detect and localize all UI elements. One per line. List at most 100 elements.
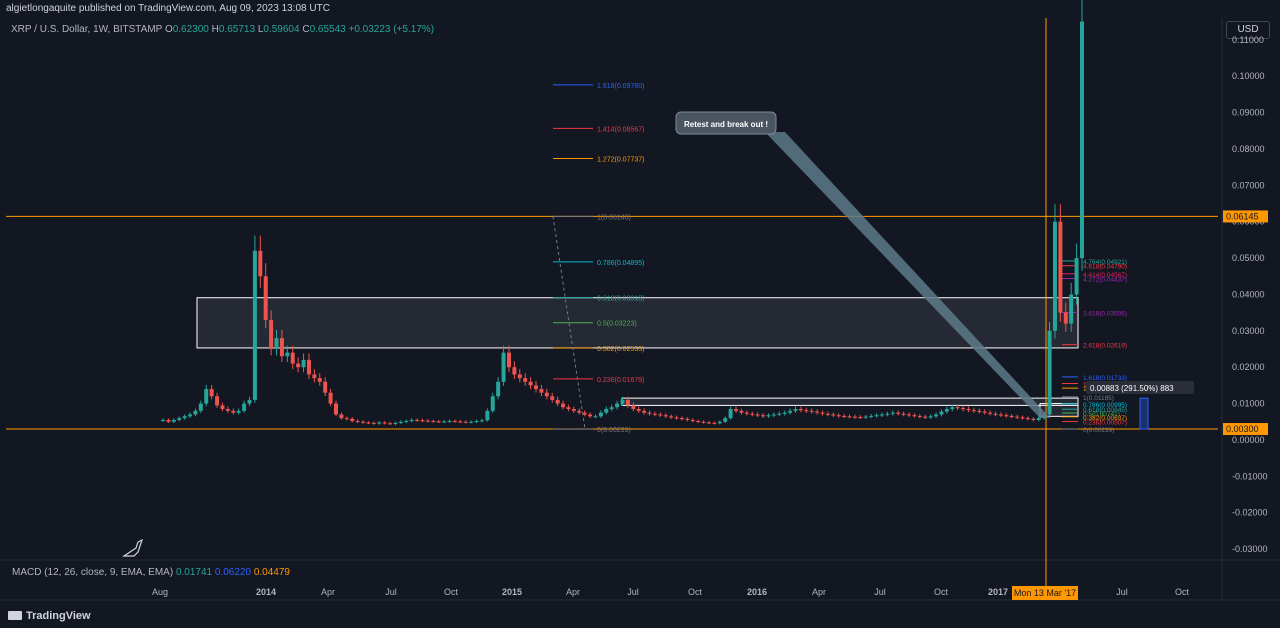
candle-body[interactable] [955,407,960,409]
candle-body[interactable] [571,409,576,411]
macd-legend[interactable]: MACD (12, 26, close, 9, EMA, EMA) 0.0174… [12,567,290,578]
candle-body[interactable] [988,412,993,414]
candle-body[interactable] [809,410,814,412]
candle-body[interactable] [431,421,436,423]
candle-body[interactable] [690,419,695,422]
candle-body[interactable] [669,416,674,418]
candle-body[interactable] [701,421,706,423]
candle-body[interactable] [1020,417,1025,419]
candle-body[interactable] [885,413,890,415]
candle-body[interactable] [804,410,809,412]
candle-body[interactable] [382,422,387,424]
candle-body[interactable] [1031,418,1036,420]
candle-body[interactable] [420,420,425,422]
candle-body[interactable] [944,409,949,412]
candle-body[interactable] [588,414,593,417]
candle-body[interactable] [917,415,922,417]
candle-body[interactable] [939,411,944,415]
candle-body[interactable] [620,399,625,404]
candle-body[interactable] [598,412,603,417]
candle-body[interactable] [247,399,252,404]
candle-body[interactable] [604,409,609,413]
candle-body[interactable] [344,418,349,420]
candle-body[interactable] [744,412,749,414]
candle-body[interactable] [252,250,257,400]
candle-body[interactable] [393,422,398,424]
candle-body[interactable] [842,415,847,417]
candle-body[interactable] [923,416,928,418]
candle-body[interactable] [388,423,393,425]
candle-body[interactable] [993,413,998,415]
candle-body[interactable] [409,419,414,422]
candle-body[interactable] [663,415,668,417]
candle-body[interactable] [998,414,1003,416]
candle-body[interactable] [950,407,955,410]
candle-body[interactable] [544,392,549,397]
candle-body[interactable] [961,407,966,410]
candle-body[interactable] [209,389,214,397]
candle-body[interactable] [501,352,506,382]
candle-body[interactable] [236,410,241,413]
candle-body[interactable] [928,416,933,418]
candle-body[interactable] [907,414,912,416]
currency-button[interactable]: USD [1226,21,1270,39]
candle-body[interactable] [1058,221,1063,313]
candle-body[interactable] [771,414,776,416]
candle-body[interactable] [739,410,744,413]
candle-body[interactable] [506,352,511,368]
candle-body[interactable] [285,352,290,357]
candle-body[interactable] [934,414,939,417]
candle-body[interactable] [631,405,636,410]
candle-body[interactable] [642,410,647,413]
candle-body[interactable] [793,409,798,411]
candle-body[interactable] [820,412,825,414]
candle-body[interactable] [1052,221,1057,331]
candle-body[interactable] [355,421,360,423]
candle-body[interactable] [290,352,295,364]
candle-body[interactable] [279,338,284,357]
candle-body[interactable] [717,421,722,424]
candle-body[interactable] [836,415,841,417]
candle-body[interactable] [242,403,247,411]
candle-body[interactable] [458,421,463,423]
candle-body[interactable] [198,403,203,411]
candle-body[interactable] [825,413,830,415]
candle-body[interactable] [723,418,728,422]
candle-body[interactable] [463,421,468,423]
candle-body[interactable] [1036,418,1041,420]
candle-body[interactable] [566,407,571,410]
candle-body[interactable] [177,418,182,420]
candle-body[interactable] [166,419,171,422]
candle-body[interactable] [679,418,684,420]
candle-body[interactable] [761,415,766,417]
candle-body[interactable] [301,359,306,368]
candle-body[interactable] [577,410,582,413]
candle-body[interactable] [863,416,868,418]
candle-body[interactable] [712,422,717,424]
candle-body[interactable] [982,411,987,413]
candle-body[interactable] [161,419,165,421]
candle-body[interactable] [593,416,598,418]
candle-body[interactable] [1004,415,1009,417]
candle-body[interactable] [852,416,857,418]
candle-body[interactable] [582,412,587,415]
candle-body[interactable] [485,410,490,421]
candle-body[interactable] [734,409,739,411]
candle-body[interactable] [798,409,803,411]
candle-body[interactable] [193,410,198,415]
candle-body[interactable] [647,412,652,414]
candle-body[interactable] [452,421,457,423]
dino-icon[interactable] [122,538,144,557]
candle-body[interactable] [517,374,522,379]
candle-body[interactable] [869,415,874,417]
candle-body[interactable] [404,421,409,423]
candle-body[interactable] [788,410,793,413]
candle-body[interactable] [447,421,452,423]
zone-rect[interactable] [621,397,1079,406]
candle-body[interactable] [317,378,322,382]
candle-body[interactable] [977,410,982,412]
candle-body[interactable] [706,422,711,424]
candle-body[interactable] [371,422,376,424]
candle-body[interactable] [1069,294,1074,324]
